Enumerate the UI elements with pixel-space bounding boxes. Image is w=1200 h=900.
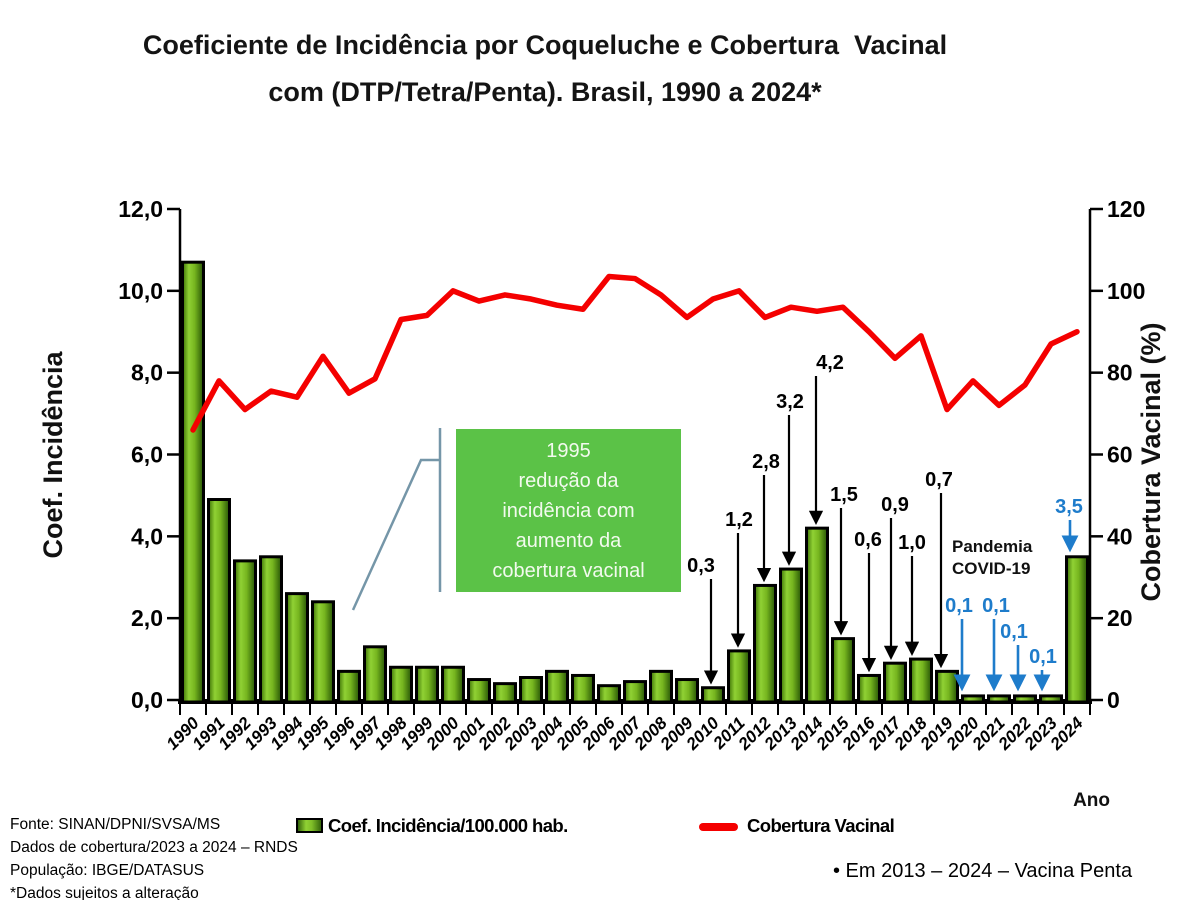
annotation-label-2013: 3,2 xyxy=(776,391,804,413)
bar-1991 xyxy=(207,498,231,704)
bar-1994 xyxy=(285,592,309,704)
bar-1998 xyxy=(389,665,413,704)
bar-1990 xyxy=(181,260,205,704)
left-tick-label: 8,0 xyxy=(131,360,163,386)
bar-2000 xyxy=(441,665,465,704)
source-line-1: Fonte: SINAN/DPNI/SVSA/MS xyxy=(10,816,221,833)
bar-2001 xyxy=(467,678,491,704)
legend-bar-swatch xyxy=(296,818,323,833)
bar-2013 xyxy=(779,567,803,704)
bar-2016 xyxy=(857,673,881,704)
annotation-label-2015: 1,5 xyxy=(830,484,858,506)
annotation-label-2017: 0,9 xyxy=(881,494,909,516)
bar-2015 xyxy=(831,637,855,704)
bar-2011 xyxy=(727,649,751,704)
annotation-label-2018: 1,0 xyxy=(898,532,926,554)
annotations: 0,31,22,83,24,21,50,60,91,00,70,1 0,10,10… xyxy=(687,352,1083,692)
left-axis-title: Coef. Incidência xyxy=(38,350,68,558)
callout-line-2: redução da xyxy=(518,469,619,492)
chart-title: Coeficiente de Incidência por Coqueluche… xyxy=(0,30,1090,108)
penta-note: • Em 2013 – 2024 – Vacina Penta xyxy=(833,860,1133,882)
bar-2002 xyxy=(493,682,517,704)
right-tick-label: 20 xyxy=(1107,605,1133,631)
bar-2021 xyxy=(987,694,1011,704)
bar-2008 xyxy=(649,669,673,704)
bar-1992 xyxy=(233,559,257,704)
bar-2007 xyxy=(623,680,647,704)
x-axis-title: Ano xyxy=(1073,790,1110,811)
bar-1996 xyxy=(337,669,361,704)
bar-2020 xyxy=(961,694,985,704)
source-block: Fonte: SINAN/DPNI/SVSA/MS Dados de cober… xyxy=(10,813,298,900)
left-tick-label: 12,0 xyxy=(118,196,163,222)
legend-bar-label: Coef. Incidência/100.000 hab. xyxy=(328,815,568,836)
annotation-label-2022: 0,1 xyxy=(1000,621,1028,643)
left-tick-label: 0,0 xyxy=(131,687,163,713)
bar-1995 xyxy=(311,600,335,704)
annotation-label-2024: 3,5 xyxy=(1055,496,1083,518)
left-tick-label: 6,0 xyxy=(131,442,163,468)
pandemic-label: Pandemia COVID-19 xyxy=(952,536,1032,580)
bar-2012 xyxy=(753,583,777,704)
right-tick-label: 100 xyxy=(1107,278,1145,304)
bar-2004 xyxy=(545,669,569,704)
bar-2022 xyxy=(1013,694,1037,704)
right-tick-label: 120 xyxy=(1107,196,1145,222)
bar-2024 xyxy=(1065,555,1089,704)
callout-diagonal xyxy=(351,458,439,611)
pandemic-label-line1: Pandemia xyxy=(952,537,1033,556)
chart-title-line2: com (DTP/Tetra/Penta). Brasil, 1990 a 20… xyxy=(268,77,822,107)
right-axis-title: Cobertura Vacinal (%) xyxy=(1136,322,1166,601)
annotation-label-2019: 0,7 xyxy=(925,469,953,491)
bar-2005 xyxy=(571,673,595,704)
annotation-label-2011: 1,2 xyxy=(725,509,753,531)
annotation-label-2014: 4,2 xyxy=(816,352,844,374)
right-tick-label: 40 xyxy=(1107,523,1133,549)
annotation-label-2023: 0,1 xyxy=(1029,646,1057,668)
chart-title-line1: Coeficiente de Incidência por Coqueluche… xyxy=(142,30,948,60)
bar-2014 xyxy=(805,526,829,704)
annotation-label-2021: 0,1 xyxy=(982,595,1010,617)
incidence-bars xyxy=(181,260,1089,704)
right-tick-label: 0 xyxy=(1107,687,1120,713)
bar-2023 xyxy=(1039,694,1063,704)
source-line-4: *Dados sujeitos a alteração xyxy=(10,885,199,900)
left-tick-label: 2,0 xyxy=(131,605,163,631)
bar-1999 xyxy=(415,665,439,704)
bar-2010 xyxy=(701,686,725,704)
bar-1993 xyxy=(259,555,283,704)
legend-line-label: Cobertura Vacinal xyxy=(747,815,895,836)
callout-line-5: cobertura vacinal xyxy=(492,559,645,582)
right-tick-label: 60 xyxy=(1107,442,1133,468)
source-line-2: Dados de cobertura/2023 a 2024 – RNDS xyxy=(10,839,298,856)
year-labels: 1990199119921993199419951996199719981999… xyxy=(163,712,1088,754)
bar-2006 xyxy=(597,684,621,704)
left-tick-label: 10,0 xyxy=(118,278,163,304)
annotation-label-2010: 0,3 xyxy=(687,555,715,577)
bar-2003 xyxy=(519,675,543,704)
tick-labels: 0,0 2,0 4,0 6,0 8,0 10,0 12,0 0 20 40 60 80 100 120 xyxy=(118,196,1145,713)
annotation-label-2012: 2,8 xyxy=(752,451,780,473)
right-tick-label: 80 xyxy=(1107,360,1133,386)
left-tick-label: 4,0 xyxy=(131,523,163,549)
callout-line-3: incidência com xyxy=(502,499,635,522)
pandemic-label-line2: COVID-19 xyxy=(952,559,1031,578)
bar-2017 xyxy=(883,661,907,704)
bar-2019 xyxy=(935,669,959,704)
coverage-line xyxy=(190,273,1080,433)
source-line-3: População: IBGE/DATASUS xyxy=(10,862,205,879)
coverage-polyline xyxy=(190,273,1080,433)
callout-box: 1995 redução da incidência com aumento d… xyxy=(456,429,681,592)
bar-2009 xyxy=(675,678,699,704)
annotation-label-2020: 0,1 xyxy=(945,595,973,617)
annotation-label-2016: 0,6 xyxy=(854,529,882,551)
callout-line-1: 1995 xyxy=(546,439,591,462)
callout-lines xyxy=(351,428,442,611)
callout-line-4: aumento da xyxy=(515,529,622,552)
bar-1997 xyxy=(363,645,387,704)
bar-2018 xyxy=(909,657,933,704)
legend-line-swatch xyxy=(699,823,738,831)
